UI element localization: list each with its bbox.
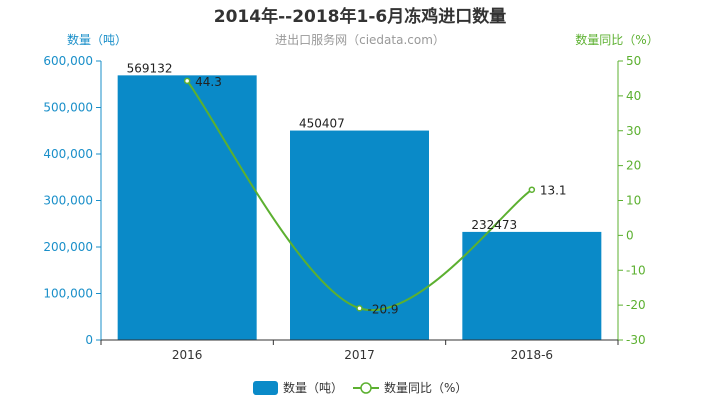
- right-tick-label: -20: [626, 298, 646, 312]
- right-tick-label: 0: [626, 228, 634, 242]
- bar-value-label: 569132: [127, 61, 173, 75]
- line-point[interactable]: [356, 305, 363, 312]
- chart-subtitle: 进出口服务网（ciedata.com）: [275, 32, 445, 47]
- line-point[interactable]: [183, 77, 191, 85]
- right-tick-label: 50: [626, 54, 641, 68]
- right-tick-label: 40: [626, 89, 641, 103]
- right-tick-label: -10: [626, 263, 646, 277]
- bar-value-label: 232473: [471, 218, 517, 232]
- right-tick-label: -30: [626, 333, 646, 347]
- right-tick-label: 30: [626, 124, 641, 138]
- x-tick-label: 2016: [172, 348, 203, 362]
- left-tick-label: 100,000: [43, 287, 93, 301]
- right-tick-label: 20: [626, 159, 641, 173]
- bar[interactable]: [462, 231, 602, 340]
- data-labels: 569132 450407 232473 44.3 -20.9 13.1: [127, 61, 567, 316]
- chart-title: 2014年--2018年1-6月冻鸡进口数量: [214, 6, 506, 27]
- legend: 数量（吨） 数量同比（%）: [253, 380, 467, 395]
- legend-line-label[interactable]: 数量同比（%）: [384, 380, 467, 395]
- right-axis-title: 数量同比（%）: [575, 32, 658, 47]
- left-tick-label: 400,000: [43, 147, 93, 161]
- bar[interactable]: [117, 75, 257, 340]
- bar-value-label: 450407: [299, 117, 345, 131]
- left-tick-label: 0: [85, 333, 93, 347]
- left-axis-title: 数量（吨）: [67, 32, 127, 47]
- legend-line-marker[interactable]: [360, 382, 372, 394]
- axes: 0 100,000 200,000 300,000 400,000 500,000 600,…: [43, 54, 645, 362]
- line-series: [183, 77, 536, 312]
- bar-series: [117, 75, 602, 340]
- legend-bar-swatch[interactable]: [253, 381, 278, 395]
- left-tick-label: 600,000: [43, 54, 93, 68]
- line-value-label: -20.9: [368, 302, 399, 316]
- left-tick-label: 500,000: [43, 101, 93, 115]
- line-value-label: 44.3: [195, 75, 222, 89]
- legend-bar-label[interactable]: 数量（吨）: [283, 380, 343, 395]
- left-tick-label: 200,000: [43, 240, 93, 254]
- right-tick-label: 10: [626, 194, 641, 208]
- x-tick-label: 2018-6: [511, 348, 554, 362]
- left-tick-label: 300,000: [43, 194, 93, 208]
- line-value-label: 13.1: [540, 184, 567, 198]
- line-point[interactable]: [528, 186, 536, 193]
- x-tick-label: 2017: [344, 348, 375, 362]
